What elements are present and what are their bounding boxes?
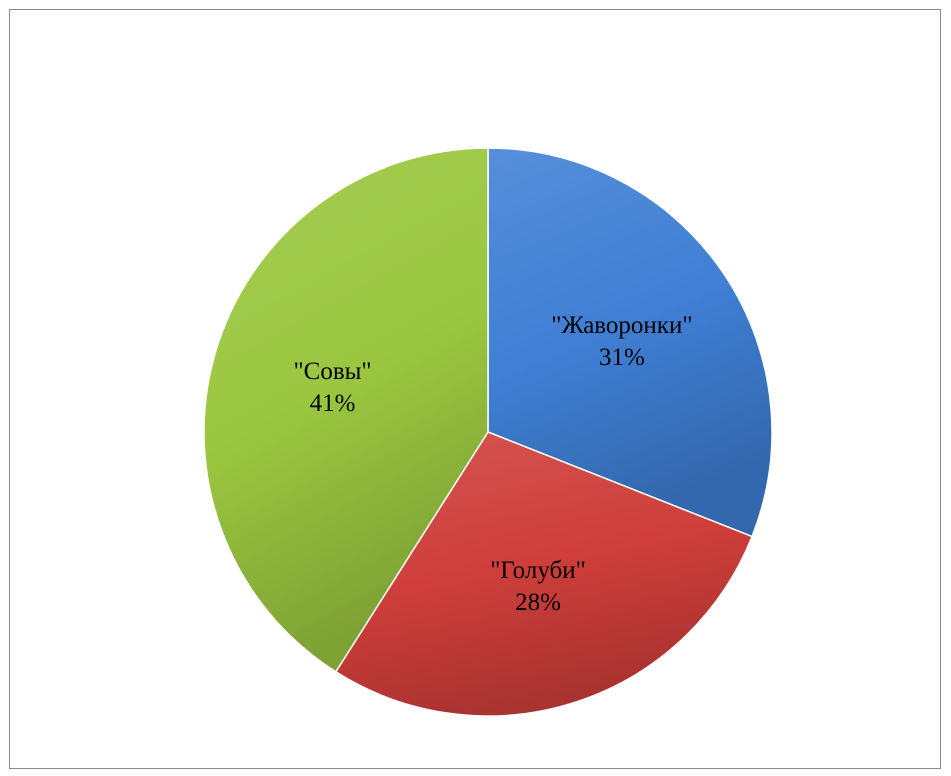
slice-percent-label: 28% (515, 589, 561, 616)
pie-slices (203, 147, 773, 717)
pie-labels: "Жаворонки" 31% "Голуби" 28% "Совы" 41% (293, 312, 692, 616)
slice-category-label: "Совы" (293, 358, 371, 385)
pie-slice-1 (487, 147, 773, 538)
pie-slice-3 (203, 147, 489, 673)
slice-category-label: "Голуби" (490, 557, 586, 584)
slice-category-label: "Жаворонки" (551, 312, 692, 339)
pie-slice-2 (334, 431, 754, 717)
slice-percent-label: 31% (599, 344, 645, 371)
slice-percent-label: 41% (310, 390, 356, 417)
